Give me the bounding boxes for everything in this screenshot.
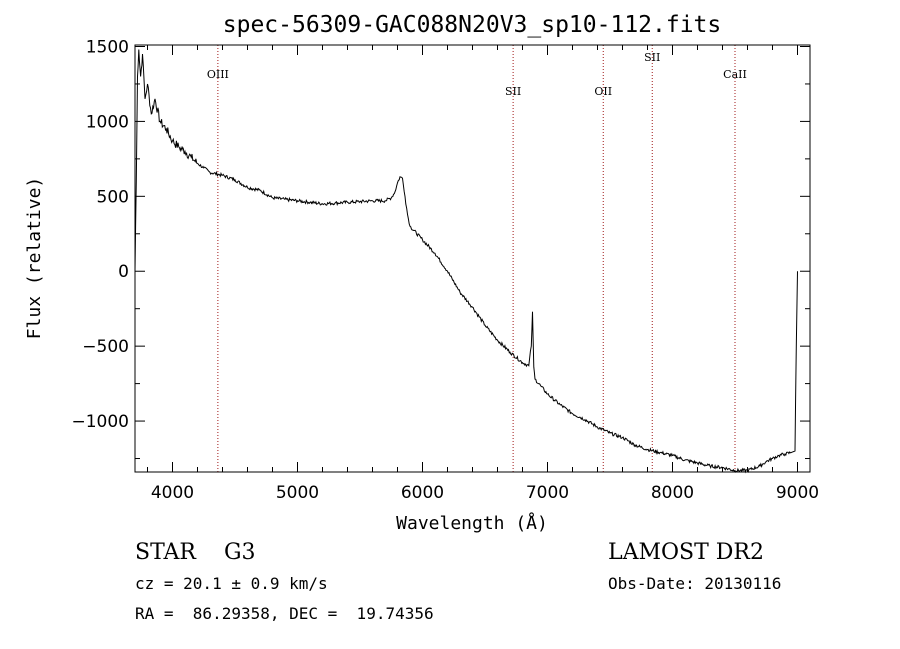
y-tick-label: −1000: [71, 412, 129, 432]
redshift-velocity: cz = 20.1 ± 0.9 km/s: [135, 574, 328, 593]
spectrum-line: [134, 49, 798, 474]
x-axis-label: Wavelength (Å): [396, 512, 548, 534]
plot-frame: [134, 44, 811, 473]
spectral-line-label-0: OIII: [207, 68, 229, 81]
x-axis-ticks: 4000 5000 6000 7000 8000 9000: [147, 45, 819, 503]
ra-dec-coordinates: RA = 86.29358, DEC = 19.74356: [135, 604, 434, 623]
y-axis-ticks: −1000 −500 0 500 1000 1500: [71, 37, 810, 460]
spectral-line-label-4: CaII: [723, 68, 747, 81]
object-class: STAR G3: [135, 540, 256, 565]
y-tick-label: 1500: [86, 37, 129, 57]
x-tick-label: 7000: [526, 483, 569, 503]
spectral-line-markers: OIII SII OII SII CaII: [207, 45, 747, 472]
observation-date: Obs-Date: 20130116: [608, 574, 782, 593]
y-axis-label: Flux (relative): [24, 177, 45, 340]
x-tick-label: 5000: [276, 483, 319, 503]
y-tick-label: 1000: [86, 112, 129, 132]
spectral-line-label-1: SII: [505, 85, 521, 98]
chart-title: spec-56309-GAC088N20V3_sp10-112.fits: [223, 12, 722, 38]
survey-name: LAMOST DR2: [608, 540, 764, 565]
x-tick-label: 8000: [651, 483, 694, 503]
spectral-line-label-2: OII: [594, 85, 612, 98]
x-tick-label: 6000: [401, 483, 444, 503]
x-tick-label: 4000: [151, 483, 194, 503]
y-tick-label: 500: [97, 187, 129, 207]
x-tick-label: 9000: [776, 483, 819, 503]
y-tick-label: 0: [118, 262, 129, 282]
y-tick-label: −500: [82, 337, 129, 357]
spectral-line-label-3: SII: [644, 51, 660, 64]
